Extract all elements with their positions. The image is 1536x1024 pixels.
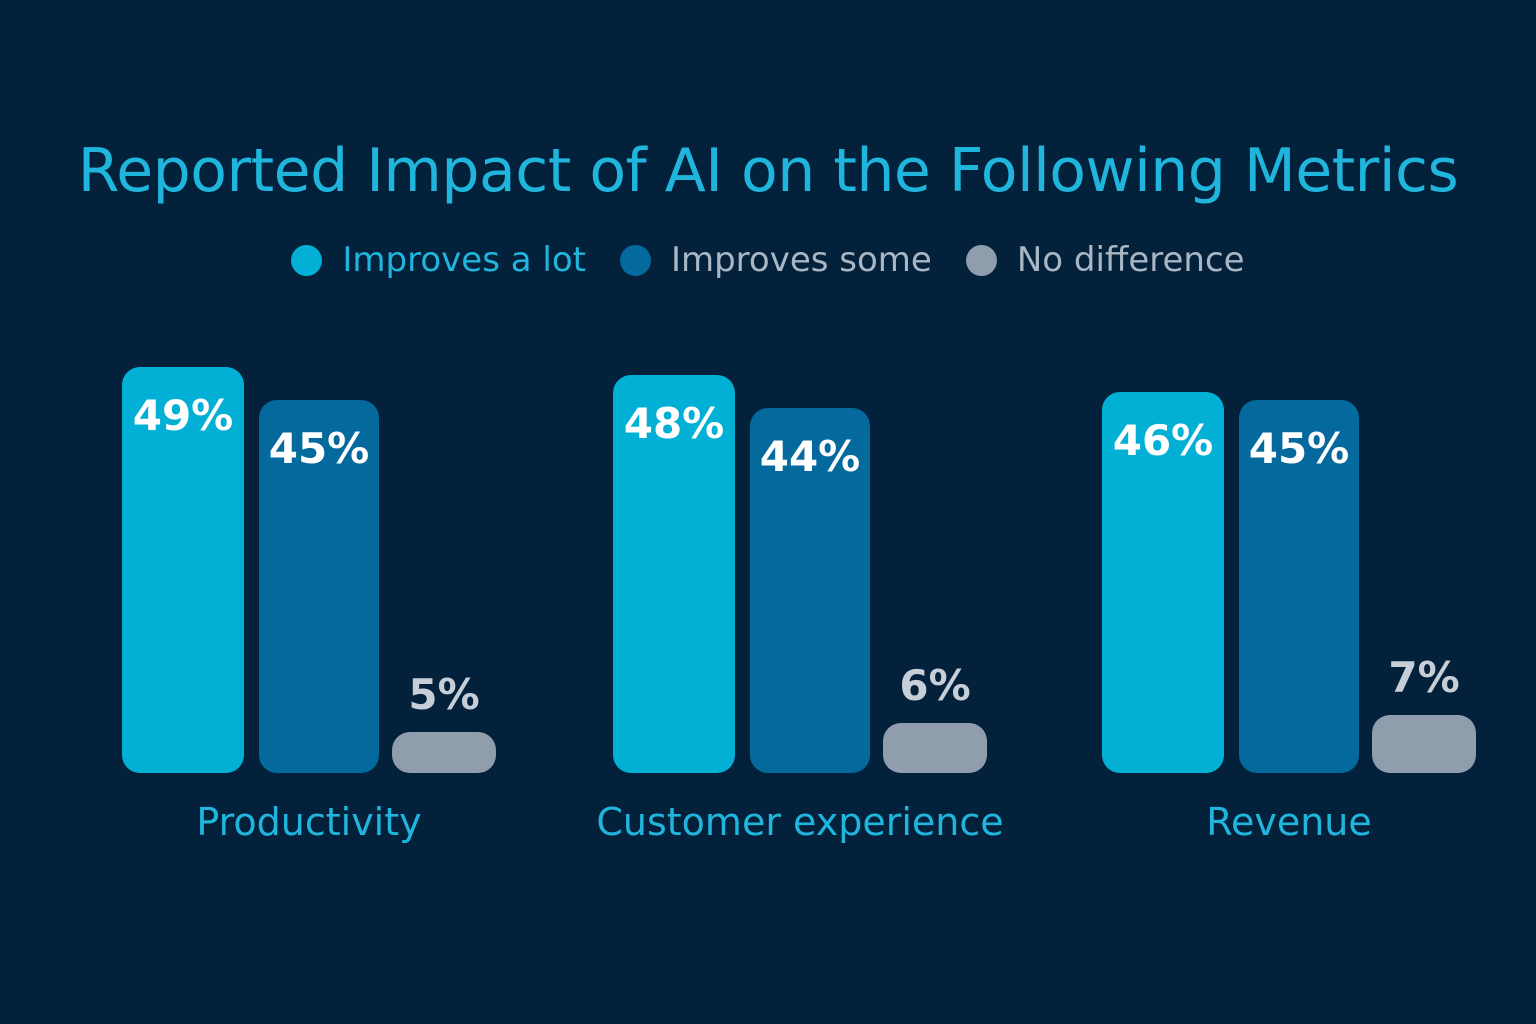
value-label-customer-experience-no-difference: 6% xyxy=(899,661,971,711)
legend-label-improves-a-lot: Improves a lot xyxy=(342,240,586,280)
legend-item-improves-some: Improves some xyxy=(619,240,932,280)
bar-revenue-improves-a-lot xyxy=(1102,391,1224,773)
legend-item-no-difference: No difference xyxy=(965,240,1245,280)
value-label-productivity-no-difference: 5% xyxy=(408,669,480,719)
value-label-customer-experience-improves-a-lot: 48% xyxy=(623,399,725,449)
legend-label-improves-some: Improves some xyxy=(670,240,932,280)
value-label-customer-experience-improves-some: 44% xyxy=(759,432,861,482)
value-label-productivity-improves-a-lot: 49% xyxy=(132,391,234,440)
category-label-customer-experience: Customer experience xyxy=(596,800,1004,844)
legend-label-no-difference: No difference xyxy=(1016,240,1245,280)
legend-swatch-improves-a-lot xyxy=(291,244,323,276)
value-label-revenue-improves-some: 45% xyxy=(1248,424,1350,474)
bar-revenue-improves-some xyxy=(1239,400,1359,773)
bar-customer-experience-no-difference xyxy=(883,723,987,773)
bar-customer-experience-improves-some xyxy=(750,408,870,773)
legend-item-improves-a-lot: Improves a lot xyxy=(291,240,586,280)
category-label-revenue: Revenue xyxy=(1206,800,1372,844)
bar-productivity-no-difference xyxy=(392,731,496,773)
legend-swatch-improves-some xyxy=(619,244,651,276)
bar-productivity-improves-a-lot xyxy=(122,367,244,773)
legend-swatch-no-difference xyxy=(965,244,997,276)
bar-productivity-improves-some xyxy=(259,400,379,773)
bar-revenue-no-difference xyxy=(1372,715,1476,773)
legend: Improves a lot Improves some No differen… xyxy=(0,236,1536,284)
chart-title: Reported Impact of AI on the Following M… xyxy=(77,136,1459,206)
category-label-productivity: Productivity xyxy=(196,800,422,844)
value-label-revenue-no-difference: 7% xyxy=(1388,653,1460,702)
value-label-revenue-improves-a-lot: 46% xyxy=(1112,415,1214,465)
bar-customer-experience-improves-a-lot xyxy=(613,375,735,773)
value-label-productivity-improves-some: 45% xyxy=(268,424,370,474)
